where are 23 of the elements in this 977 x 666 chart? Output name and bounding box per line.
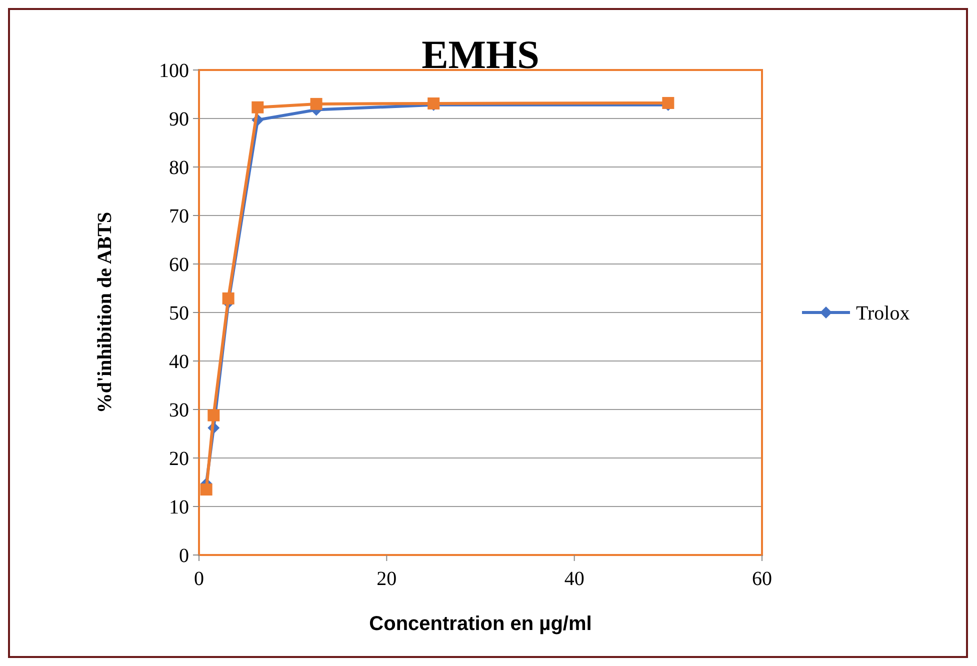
legend-label: Trolox: [856, 302, 910, 324]
y-tick-label: 50: [169, 302, 189, 324]
chart-title: EMHS: [422, 32, 540, 77]
y-axis-title: %d'inhibition de ABTS: [94, 212, 116, 414]
point: [208, 409, 220, 422]
y-tick-label: 80: [169, 157, 189, 179]
y-tick-label: 60: [169, 254, 189, 276]
y-tick-label: 10: [169, 496, 189, 518]
y-tick-label: 70: [169, 206, 189, 228]
y-tick-label: 90: [169, 108, 189, 130]
point: [200, 484, 212, 496]
y-tick-label: 100: [159, 60, 189, 82]
x-tick-label: 20: [376, 568, 397, 590]
point: [252, 101, 264, 114]
y-tick-label: 0: [179, 545, 189, 567]
point: [310, 98, 322, 110]
y-tick-label: 40: [169, 351, 189, 373]
y-tick-label: 20: [169, 448, 189, 470]
x-tick-label: 0: [194, 568, 204, 590]
y-tick-label: 30: [169, 400, 189, 422]
x-tick-label: 40: [564, 568, 584, 590]
x-tick-label: 60: [752, 568, 772, 590]
x-axis-title: Concentration en µg/ml: [369, 613, 592, 635]
